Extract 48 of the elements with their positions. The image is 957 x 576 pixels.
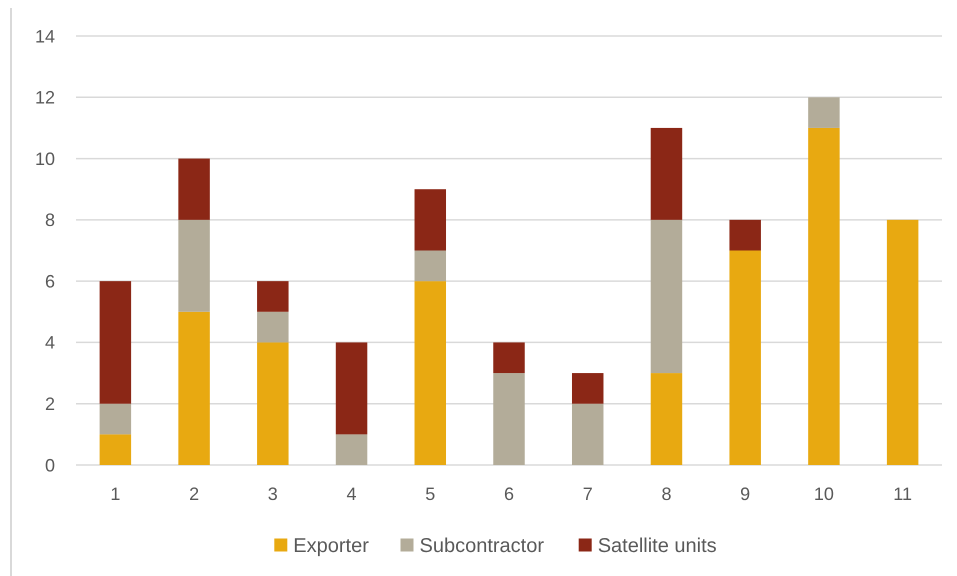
y-tick-label: 12 — [34, 88, 55, 108]
x-tick-label: 5 — [425, 484, 436, 504]
bar — [729, 220, 761, 250]
x-tick-label: 9 — [740, 484, 750, 504]
bar — [257, 312, 289, 342]
x-tick-label: 6 — [504, 484, 514, 504]
bar — [414, 189, 446, 250]
x-tick-label: 2 — [189, 484, 200, 504]
bar — [650, 128, 682, 220]
bar — [808, 97, 840, 128]
x-tick-label: 10 — [814, 484, 834, 504]
x-tick-label: 8 — [661, 484, 672, 504]
bar — [886, 220, 918, 465]
bar — [178, 312, 210, 465]
bar — [572, 404, 604, 465]
bar — [178, 220, 210, 312]
x-tick-label: 1 — [110, 484, 120, 504]
bar — [257, 281, 289, 312]
bar — [808, 128, 840, 465]
bar — [100, 404, 132, 434]
bar — [336, 434, 368, 465]
bar — [336, 342, 368, 434]
bar — [650, 220, 682, 374]
legend-label: Subcontractor — [420, 535, 544, 557]
bar — [178, 158, 210, 220]
bar — [414, 250, 446, 282]
y-tick-label: 4 — [44, 332, 55, 353]
bar — [572, 373, 604, 404]
y-tick-label: 10 — [34, 148, 55, 169]
y-tick-label: 0 — [44, 455, 55, 476]
bar — [100, 281, 132, 404]
x-tick-label: 3 — [268, 484, 278, 504]
legend-label: Satellite units — [598, 535, 717, 557]
y-tick-label: 2 — [44, 394, 55, 414]
x-tick-label: 4 — [346, 484, 357, 504]
x-tick-label: 7 — [582, 484, 593, 504]
bar — [257, 342, 289, 465]
y-tick-label: 6 — [44, 271, 55, 292]
x-tick-label: 11 — [893, 484, 912, 504]
bar — [100, 434, 132, 465]
bar — [729, 250, 761, 465]
bar — [414, 281, 446, 465]
y-tick-label: 8 — [44, 210, 55, 230]
legend-label: Exporter — [293, 535, 370, 557]
bar — [493, 373, 525, 465]
bar — [650, 373, 682, 465]
bar — [493, 342, 525, 374]
y-tick-label: 14 — [34, 26, 55, 46]
